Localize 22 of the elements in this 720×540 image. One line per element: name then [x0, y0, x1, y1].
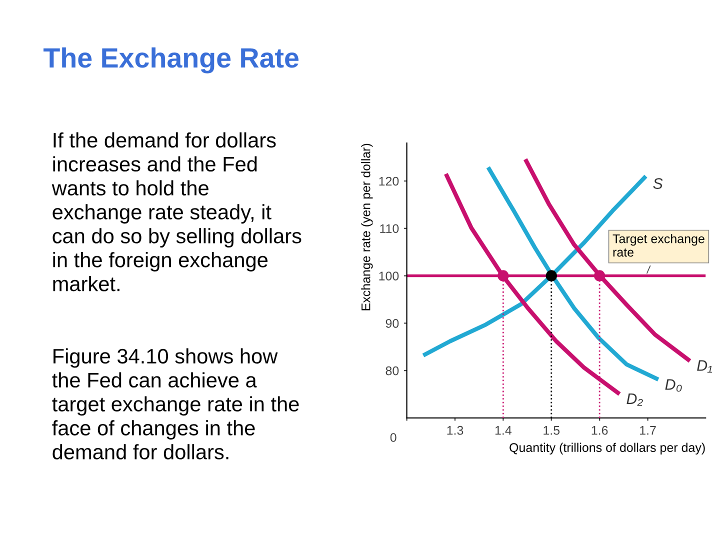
x-tick-label: 1.4	[495, 426, 512, 435]
x-tick-label: 1.5	[544, 426, 560, 435]
series-label: D₀	[665, 379, 682, 392]
y-tick-label: 90	[386, 318, 399, 328]
y-tick-label: 80	[386, 366, 399, 376]
text: 0	[390, 433, 396, 442]
y-tick-label: 110	[380, 224, 399, 234]
series-label: D₂	[626, 393, 643, 406]
x-tick-label: 1.7	[640, 426, 656, 435]
series-label: S	[653, 178, 663, 189]
series-label: D₁	[697, 360, 712, 373]
annotation: Target exchange rate	[612, 234, 704, 257]
text: If the demand for dollars increases and the Fed wants to hold the exchange rate steady, it can do so by selling dollars in the foreign exchange market.	[52, 132, 302, 292]
y-tick-label: 100	[379, 272, 399, 280]
text: The Exchange Rate	[44, 47, 299, 74]
line-series	[423, 176, 646, 357]
y-tick-label: 120	[379, 176, 399, 186]
x-tick-label: 1.3	[447, 426, 464, 435]
y-axis-title: Exchange rate (yen per dollar)	[361, 144, 373, 310]
x-tick-label: 1.6	[592, 426, 608, 435]
caption: Figure 34.10 shows how the Fed can achieve a target exchange rate in the face of changes in the demand for dollars.	[52, 348, 299, 460]
x-axis-title: Quantity (trillions of dollars per day)	[510, 442, 705, 454]
